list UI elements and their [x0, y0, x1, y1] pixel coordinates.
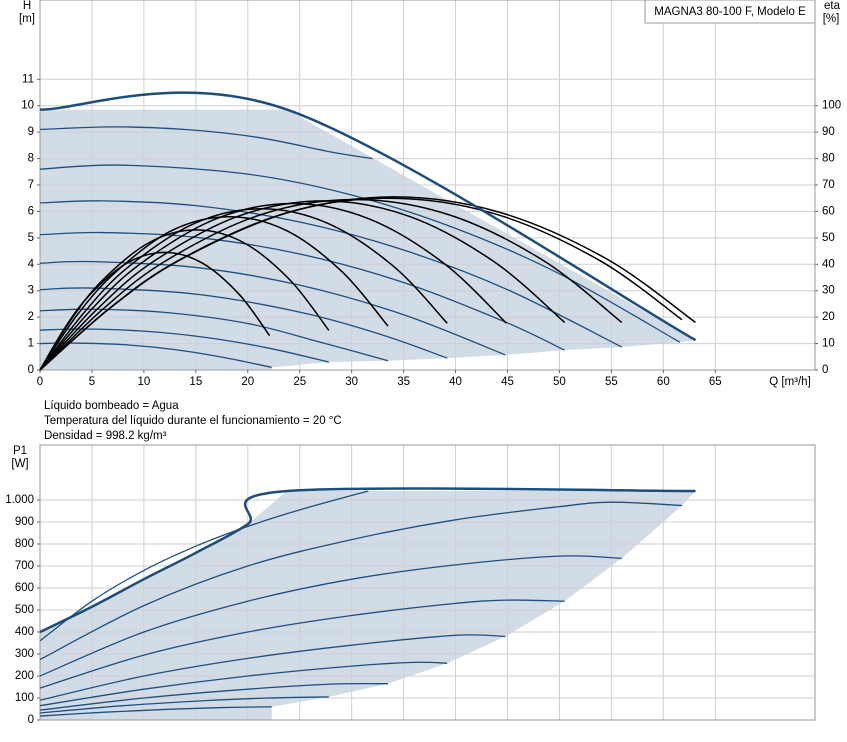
y-tick-label: 8	[28, 153, 34, 165]
speed-curve	[39, 164, 681, 343]
x-tick-label: 10	[137, 376, 150, 388]
x-tick-label: 50	[553, 376, 566, 388]
y-tick-label: 9	[28, 126, 34, 138]
y-tick-label: 5	[28, 232, 34, 244]
efficiency-curve	[39, 208, 448, 371]
x-tick-label: 30	[345, 376, 358, 388]
speed-curve	[39, 599, 565, 689]
efficiency-curve	[39, 215, 389, 371]
x-tick-label: 20	[241, 376, 254, 388]
y2-tick-label: 50	[822, 232, 835, 244]
efficiency-curve	[39, 202, 507, 371]
speed-curve	[39, 682, 389, 711]
max-curve	[39, 487, 696, 634]
efficiency-curve	[39, 196, 696, 371]
y2-tick-label: 20	[822, 311, 835, 323]
y2-axis-unit: [%]	[823, 13, 840, 25]
y2-tick-label: 10	[822, 338, 835, 350]
y-axis-unit: [W]	[11, 458, 28, 470]
speed-curve	[39, 200, 623, 348]
y-tick-label: 1.000	[5, 494, 34, 506]
speed-curve	[39, 287, 448, 359]
note: Líquido bombeado = Agua	[44, 400, 179, 412]
speed-curve	[39, 661, 448, 707]
y-tick-label: 10	[21, 100, 34, 112]
y-tick-label: 7	[28, 179, 34, 191]
y2-tick-label: 30	[822, 285, 835, 297]
y2-tick-label: 60	[822, 205, 835, 217]
legend-box	[644, 0, 816, 24]
speed-curve	[39, 501, 683, 661]
x-tick-label: 45	[501, 376, 514, 388]
y2-tick-label: 100	[822, 100, 841, 112]
y2-axis-label: eta	[824, 0, 841, 12]
y-tick-label: 100	[15, 692, 34, 704]
y-tick-label: 200	[15, 670, 34, 682]
note: Densidad = 998.2 kg/m³	[44, 430, 167, 442]
x-tick-label: 25	[293, 376, 306, 388]
chart-title: MAGNA3 80-100 F, Modelo E	[654, 6, 806, 18]
x-tick-label: 65	[709, 376, 722, 388]
plot-frame	[39, 444, 816, 721]
x-tick-label: 35	[397, 376, 410, 388]
y-tick-label: 0	[28, 364, 34, 376]
y-tick-label: 300	[15, 648, 34, 660]
y2-tick-label: 80	[822, 153, 835, 165]
x-tick-label: 40	[449, 376, 462, 388]
y-axis-label: H	[23, 0, 31, 12]
y-tick-label: 2	[28, 311, 34, 323]
x-tick-label: 0	[37, 376, 43, 388]
efficiency-curve	[39, 200, 566, 371]
speed-curve	[39, 555, 622, 677]
y-axis-label: P1	[13, 445, 27, 457]
x-tick-label: 60	[657, 376, 670, 388]
y2-tick-label: 90	[822, 126, 835, 138]
y2-tick-label: 0	[822, 364, 828, 376]
x-tick-label: 5	[89, 376, 95, 388]
y-axis-unit: [m]	[19, 13, 35, 25]
note: Temperatura del líquido durante el funci…	[44, 415, 342, 427]
speed-curve	[39, 706, 272, 717]
speed-curve	[39, 634, 506, 701]
y2-tick-label: 40	[822, 258, 835, 270]
x-tick-label: 15	[189, 376, 202, 388]
speed-curve	[39, 260, 506, 356]
y-tick-label: 800	[15, 538, 34, 550]
operating-area	[40, 109, 696, 370]
y2-tick-label: 70	[822, 179, 835, 191]
y-tick-label: 900	[15, 516, 34, 528]
x-tick-label: 55	[605, 376, 618, 388]
operating-area	[40, 490, 696, 720]
y-tick-label: 500	[15, 604, 34, 616]
speed-curve	[39, 696, 329, 714]
speed-curve	[39, 126, 373, 160]
y-tick-label: 11	[22, 73, 34, 85]
speed-curve	[39, 231, 565, 351]
y-tick-label: 4	[28, 258, 35, 270]
y-tick-label: 0	[28, 714, 34, 726]
y-tick-label: 1	[28, 338, 34, 350]
efficiency-curve	[39, 229, 330, 371]
y-tick-label: 700	[15, 560, 34, 572]
speed-curve	[39, 490, 369, 642]
y-tick-label: 600	[15, 582, 34, 594]
efficiency-curve	[39, 198, 623, 371]
x-axis-label: Q [m³/h]	[769, 376, 811, 388]
y-tick-label: 3	[28, 285, 34, 297]
y-tick-label: 6	[28, 205, 34, 217]
y-tick-label: 400	[15, 626, 34, 638]
max-curve	[39, 91, 697, 342]
